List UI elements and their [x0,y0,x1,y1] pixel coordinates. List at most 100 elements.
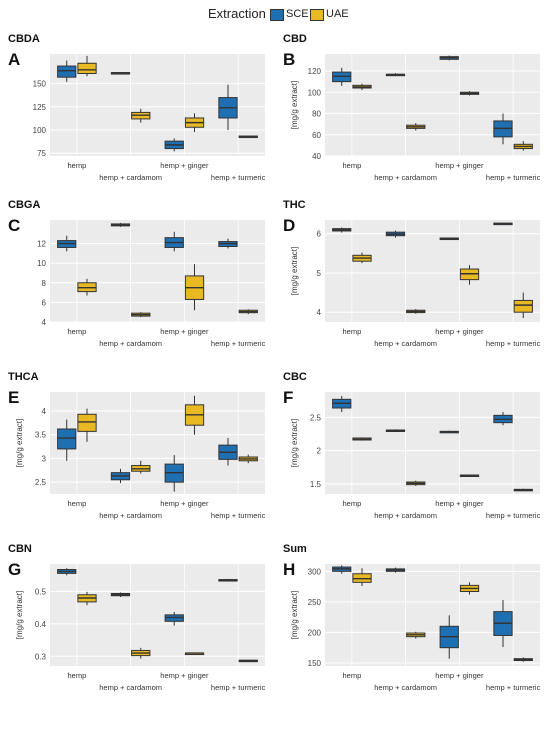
panel-c: 4 6 8 10 12 hemp hemp + cardamom hemp + gingerh… [8,199,266,348]
y-tick-label: 3.5 [35,431,47,440]
panel-title: CBN [8,543,32,555]
box-uae-2 [406,309,426,314]
y-tick-label: 2 [317,447,322,456]
x-tick-label: hemp [342,671,361,680]
panel-letter: E [8,388,19,407]
box-sce-3 [439,55,459,61]
y-tick-label: 40 [312,152,321,161]
plot-background [50,392,265,494]
x-tick-label: hemp + ginger [160,499,209,508]
box-uae-3 [184,395,205,435]
panel-letter: D [283,216,295,235]
x-tick-label: hemp + cardamom [374,511,437,520]
box-uae-4 [513,488,533,492]
panel-letter: A [8,50,20,69]
x-tick-label: hemp + cardamom [374,173,437,182]
x-tick-label: hemp + turmeric [211,683,266,692]
y-tick-label: 150 [308,659,322,668]
x-tick-label: hemp + cardamom [99,683,162,692]
x-tick-label: hemp + cardamom [99,173,162,182]
x-tick-label: hemp + turmeric [486,339,541,348]
box-sce-2 [385,73,406,77]
legend-title: Extraction [208,6,266,21]
box-sce-4 [218,238,238,249]
box-uae-3 [459,265,480,285]
box-sce-1 [57,235,77,252]
y-axis-label: [mg/g extract] [290,419,299,467]
panel-title: THC [283,199,306,211]
y-axis-label: [mg/g extract] [290,81,299,129]
x-tick-label: hemp + cardamom [374,339,437,348]
legend-key-sce [270,9,284,21]
y-tick-label: 10 [37,259,46,268]
box-body [57,65,77,78]
y-tick-label: 4 [42,407,47,416]
box-uae-1 [352,437,372,441]
box-sce-1 [332,67,352,86]
box-body [57,428,77,450]
panel-letter: C [8,216,20,235]
x-tick-label: hemp + turmeric [211,511,266,520]
y-tick-label: 300 [308,567,322,576]
panel-title: CBDA [8,33,40,45]
y-tick-label: 1.5 [310,480,322,489]
x-tick-label: hemp [67,671,86,680]
panel-title: CBC [283,371,307,383]
y-tick-label: 2.5 [310,413,322,422]
box-uae-3 [184,264,205,311]
x-tick-label: hemp + turmeric [211,339,266,348]
box-uae-2 [131,312,151,318]
box-sce-3 [164,611,184,626]
legend: Extraction SCE UAE [0,0,550,30]
box-uae-4 [238,135,258,139]
y-tick-label: 120 [308,67,322,76]
y-tick-label: 6 [42,298,47,307]
plot-background [325,220,540,322]
box-uae-3 [459,474,480,477]
x-tick-label: hemp + ginger [160,671,209,680]
box-sce-3 [164,231,184,252]
box-uae-1 [77,278,97,296]
legend-label-uae: UAE [326,8,349,20]
box-uae-1 [352,568,372,586]
x-tick-label: hemp [342,327,361,336]
plot-background [325,54,540,156]
y-axis-label: [mg/g extract] [290,247,299,295]
box-uae-4 [513,657,533,662]
x-tick-label: hemp + turmeric [486,511,541,520]
y-tick-label: 250 [308,598,322,607]
box-uae-3 [184,652,205,656]
box-uae-1 [352,252,372,264]
x-tick-label: hemp + turmeric [211,173,266,182]
box-uae-4 [513,292,533,319]
legend-label-sce: SCE [286,8,309,20]
x-tick-label: hemp [67,327,86,336]
panel-title: Sum [283,543,307,555]
box-sce-1 [57,60,77,82]
box-sce-1 [57,419,77,461]
box-sce-2 [110,592,131,598]
panel-title: CBD [283,33,307,45]
x-tick-label: hemp + ginger [160,161,209,170]
box-sce-3 [164,138,184,152]
y-tick-label: 0.3 [35,652,47,661]
plot-background [50,220,265,322]
box-sce-3 [164,455,184,492]
box-sce-1 [332,227,352,233]
box-uae-2 [406,480,426,486]
box-uae-2 [131,647,151,659]
box-sce-2 [385,230,406,238]
panel-title: CBGA [8,199,40,211]
panel-letter: B [283,50,295,69]
box-sce-4 [218,578,238,582]
y-tick-label: 8 [42,279,47,288]
x-tick-label: hemp + ginger [435,161,484,170]
y-tick-label: 12 [37,240,46,249]
box-sce-2 [110,468,131,484]
y-tick-label: 60 [312,131,321,140]
y-tick-label: 5 [317,269,322,278]
y-tick-label: 0.5 [35,588,47,597]
box-sce-2 [385,429,406,432]
box-uae-4 [238,659,258,663]
